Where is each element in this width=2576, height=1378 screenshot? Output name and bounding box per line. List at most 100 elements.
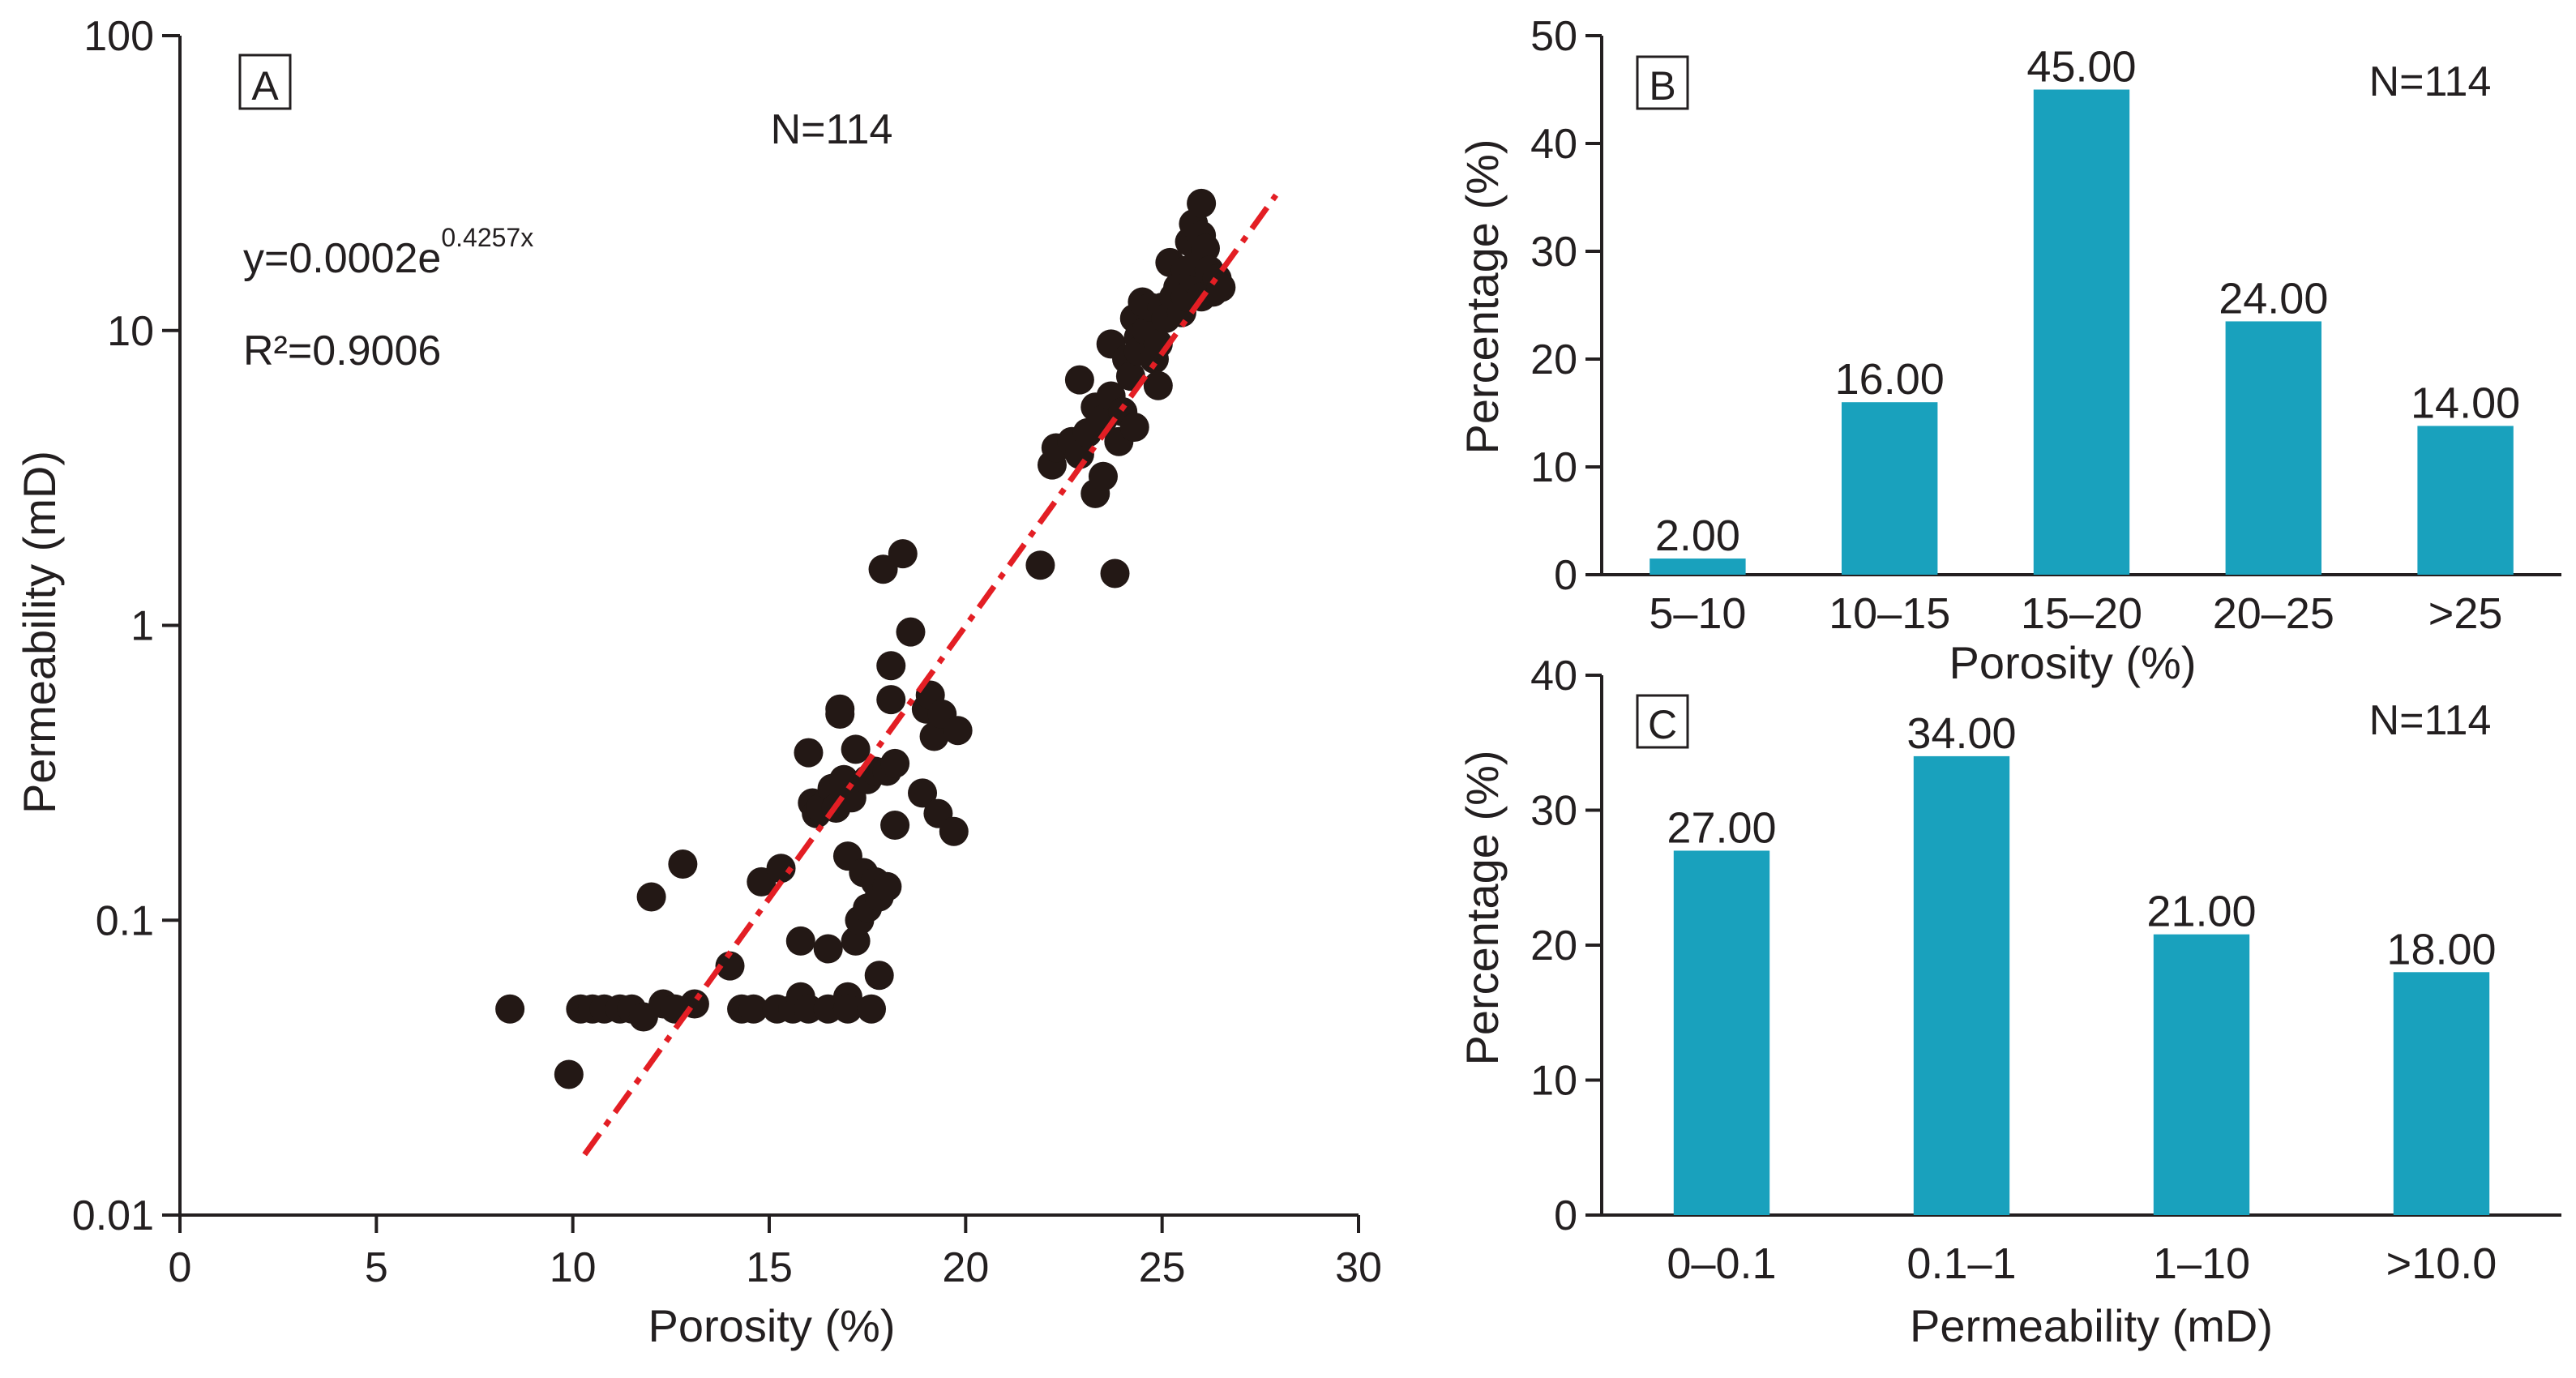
panel-b-y-tick-label: 50 <box>1530 13 1577 60</box>
panel-a-y-tick-label: 100 <box>83 13 154 60</box>
panel-c-y-tick-label: 10 <box>1530 1058 1577 1105</box>
scatter-point <box>880 748 910 778</box>
panel-c-label-box: C <box>1636 694 1689 749</box>
equation-exponent: 0.4257x <box>441 223 533 252</box>
panel-c-category-label: >10.0 <box>2386 1239 2497 1288</box>
panel-a-xlabel: Porosity (%) <box>648 1300 896 1351</box>
panel-b-ylabel: Percentage (%) <box>1457 139 1508 454</box>
panel-b-bar <box>1842 402 1938 575</box>
scatter-point <box>785 926 815 956</box>
scatter-point <box>1064 365 1094 395</box>
panel-c-y-tick-label: 40 <box>1530 653 1577 700</box>
panel-a-x-tick-label: 15 <box>746 1244 793 1291</box>
scatter-point <box>857 994 887 1024</box>
panel-c-bar <box>2393 972 2490 1215</box>
panel-c-y-tick-label: 0 <box>1554 1192 1577 1239</box>
panel-b-label-box: B <box>1636 55 1689 110</box>
panel-b-y-tick-label: 10 <box>1530 444 1577 491</box>
scatter-point <box>766 854 796 884</box>
panel-a-x-tick-label: 25 <box>1139 1244 1186 1291</box>
panel-a-y-tick-label: 1 <box>131 603 154 650</box>
panel-c-y-tick-label: 30 <box>1530 788 1577 835</box>
panel-c-bar-value-label: 21.00 <box>2146 888 2256 936</box>
panel-b-category-label: 5–10 <box>1649 589 1746 638</box>
panel-b-bar <box>1650 558 1746 575</box>
scatter-point <box>919 721 949 751</box>
panel-a-equation: y=0.0002e0.4257x <box>243 223 533 282</box>
scatter-point <box>841 734 871 764</box>
scatter-point <box>636 882 666 912</box>
panel-b-xlabel: Porosity (%) <box>1949 637 2197 688</box>
panel-a-x-tick-label: 10 <box>550 1244 597 1291</box>
panel-c-category-label: 0.1–1 <box>1906 1239 2016 1288</box>
panel-b-bar-value-label: 45.00 <box>2026 43 2136 92</box>
panel-c-bar-chart: 0 10 20 30 40 0–0.1 0.1–1 1–10 >10.0 27.0034.002… <box>1457 653 2561 1351</box>
panel-b-bar-value-label: 2.00 <box>1655 511 1740 560</box>
scatter-point <box>794 738 824 768</box>
panel-a-x-tick-label: 20 <box>942 1244 989 1291</box>
scatter-point <box>908 778 938 808</box>
panel-b-bar-value-label: 16.00 <box>1835 355 1945 404</box>
panel-a-trendline <box>582 193 1279 1157</box>
scatter-point <box>888 539 918 569</box>
panel-c-xlabel: Permeability (mD) <box>1910 1300 2273 1351</box>
equation-base: y=0.0002e <box>243 235 441 282</box>
panel-b-category-label: 15–20 <box>2021 589 2142 638</box>
panel-a-ylabel: Permeability (mD) <box>14 451 65 814</box>
panel-b-bar-value-label: 24.00 <box>2219 274 2328 323</box>
scatter-point <box>1206 272 1236 302</box>
scatter-point <box>943 716 973 746</box>
scatter-point <box>832 994 862 1024</box>
scatter-point <box>880 811 910 841</box>
panel-b-y-tick-label: 0 <box>1554 552 1577 599</box>
panel-c-n-label: N=114 <box>2369 697 2492 744</box>
panel-c-bars: 27.00 34.00 21.00 18.00 <box>1667 709 2497 1215</box>
panel-c-bar <box>1673 850 1770 1215</box>
scatter-point <box>554 1059 584 1089</box>
panel-a-axes: 0 5 10 15 20 25 30 0.01 0.1 1 10 100 <box>72 13 1382 1291</box>
panel-c-letter: C <box>1648 702 1677 747</box>
panel-b-bar-value-label: 14.00 <box>2411 379 2520 427</box>
scatter-point <box>715 951 745 981</box>
panel-b-letter: B <box>1649 63 1675 109</box>
scatter-point <box>1119 413 1149 443</box>
panel-c-bar-value-label: 27.00 <box>1667 803 1776 852</box>
panel-a-y-tick-label: 10 <box>107 308 154 355</box>
scatter-point <box>1088 461 1118 491</box>
panel-a-r2: R²=0.9006 <box>243 327 441 374</box>
panel-b-y-tick-label: 30 <box>1530 229 1577 276</box>
panel-a-label-box: A <box>238 53 292 110</box>
panel-a-x-tick-label: 5 <box>365 1244 388 1291</box>
panel-b-category-label: 10–15 <box>1829 589 1950 638</box>
scatter-point <box>939 816 969 846</box>
panel-b-category-label: 20–25 <box>2213 589 2334 638</box>
panel-b-bar <box>2417 426 2514 575</box>
panel-b-n-label: N=114 <box>2369 58 2492 105</box>
scatter-point <box>1187 188 1217 218</box>
scatter-point <box>668 849 698 879</box>
scatter-point <box>864 961 894 991</box>
scatter-point <box>495 994 525 1024</box>
scatter-point <box>876 685 906 715</box>
panel-c-bar <box>2153 934 2250 1215</box>
panel-a-x-tick-label: 30 <box>1335 1244 1382 1291</box>
scatter-point <box>813 934 843 964</box>
scatter-point <box>872 871 902 901</box>
scatter-point <box>876 651 906 681</box>
panel-b-bar-chart: 0 10 20 30 40 50 5–10 10–15 15–20 20–25 >25 2.00 16… <box>1457 13 2561 688</box>
panel-c-y-tick-label: 20 <box>1530 922 1577 969</box>
panel-b-bars: 2.00 16.00 45.00 24.00 14.00 <box>1650 43 2520 575</box>
panel-c-category-label: 0–0.1 <box>1667 1239 1776 1288</box>
panel-c-category-label: 1–10 <box>2153 1239 2250 1288</box>
panel-a-n-label: N=114 <box>771 106 893 153</box>
trend-line <box>582 193 1279 1157</box>
scatter-point <box>738 994 768 1024</box>
scatter-point <box>1143 370 1173 400</box>
panel-c-ylabel: Percentage (%) <box>1457 750 1508 1065</box>
panel-a-y-tick-label: 0.01 <box>72 1192 154 1239</box>
panel-b-bar <box>2225 321 2321 575</box>
panel-b-category-label: >25 <box>2428 589 2503 638</box>
panel-b-bar <box>2033 89 2130 575</box>
panel-a-letter: A <box>251 63 279 109</box>
